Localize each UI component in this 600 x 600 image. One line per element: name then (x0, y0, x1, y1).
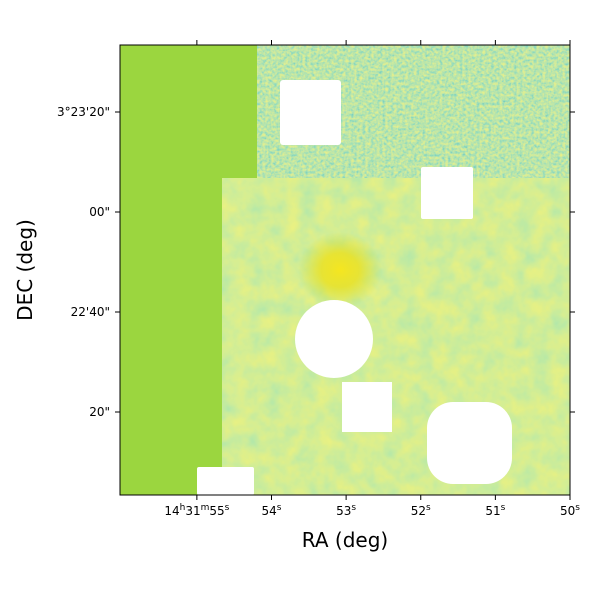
y-tick-label: 3°23'20" (57, 105, 110, 119)
x-tick-label: 51s (485, 503, 505, 518)
plot-frame (119, 44, 571, 496)
y-tick-label: 00" (89, 205, 110, 219)
x-tick-label: 50s (560, 503, 580, 518)
y-axis-label: DEC (deg) (13, 219, 37, 321)
x-tick-label: 53s (336, 503, 356, 518)
x-axis-label: RA (deg) (302, 528, 388, 552)
x-tick-label: 52s (411, 503, 431, 518)
y-tick-label: 20" (89, 405, 110, 419)
y-tick-label: 22'40" (71, 305, 110, 319)
x-tick-label: 54s (262, 503, 282, 518)
image (120, 45, 570, 495)
x-tick-label: 14h31m55s (164, 503, 229, 518)
